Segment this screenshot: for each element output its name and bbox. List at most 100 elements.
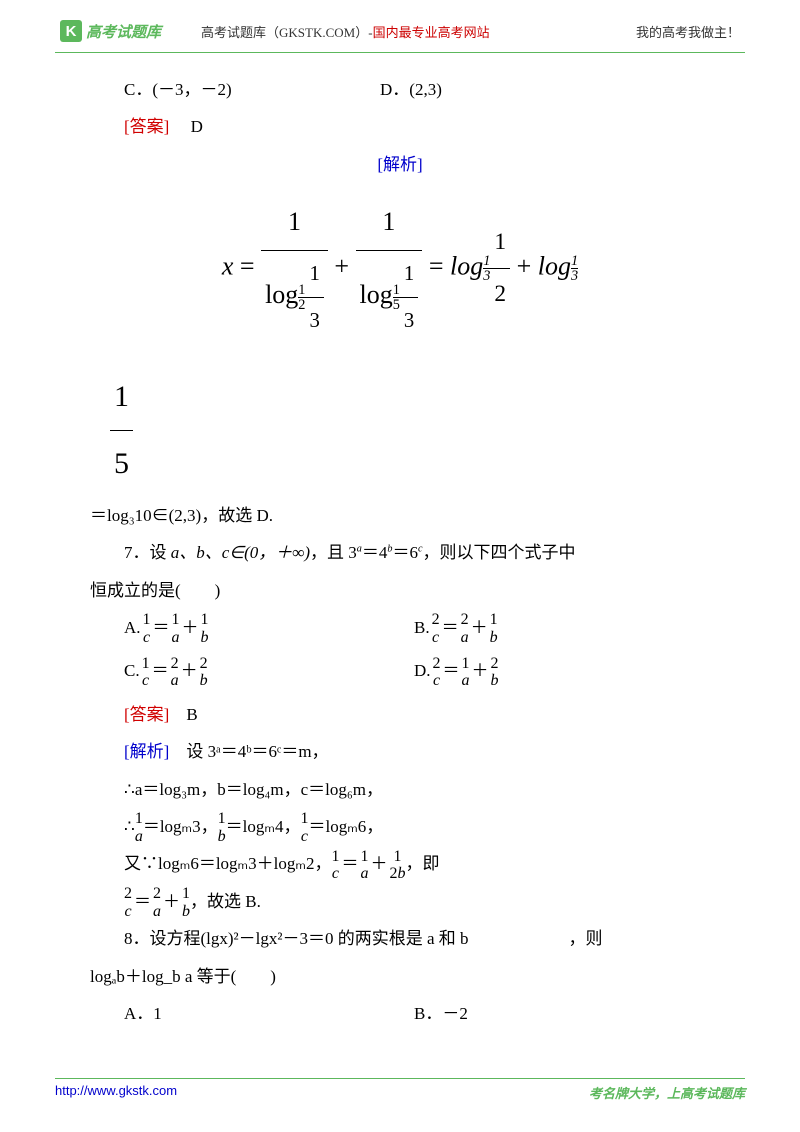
answer-7-value: B [186,705,197,724]
option-c: C．(－3，－2) [90,71,380,108]
b-n2: 2 [461,611,469,629]
r-f2n: 1 [218,810,226,828]
header-center-red: 国内最专业高考网站 [373,25,490,40]
header-right: 我的高考我做主！ [636,22,740,41]
q8-line2: logₐb＋log_b a 等于( ) [90,958,710,995]
a-n3: 1 [201,611,209,629]
q8-choice-b: B．－2 [414,995,468,1032]
analysis-label: [解析] [377,155,422,174]
line-logm6: 又∵logₘ6＝logₘ3＋logₘ2， 1c＝1a＋12b，即 [124,845,710,882]
a-d1: c [143,629,151,647]
option-d: D．(2,3) [380,71,442,108]
b-n3: 1 [490,611,498,629]
header-center: 高考试题库（GKSTK.COM）-国内最专业高考网站 [201,22,490,41]
d-n2: 1 [462,655,470,673]
line-final7: 2c＝2a＋1b，故选 B. [124,883,710,920]
options-c-d: C．(－3，－2) D．(2,3) [90,71,710,108]
recip-prefix: ∴ [124,808,135,845]
a-n1: 1 [143,611,151,629]
q7-math: a、b、c∈(0，＋∞) [171,543,310,562]
footer-slogan: 考名牌大学，上高考试题库 [589,1083,745,1102]
footer: http://www.gkstk.com 考名牌大学，上高考试题库 [55,1078,745,1102]
choice-c: C. 1c＝2a＋2b [124,652,414,689]
q8-choice-a: A．1 [124,995,414,1032]
l6-f1n: 1 [331,848,339,866]
choice-b: B. 2c＝2a＋1b [414,609,704,646]
f7-f3n: 1 [182,885,190,903]
b-d3: b [490,629,498,647]
answer-label: [答案] [124,117,169,136]
f7-f3d: b [182,903,190,921]
line-abc: ∴a＝log₃m，b＝log₄m，c＝log₆m， [90,771,710,808]
q7-line2: 恒成立的是( ) [90,572,710,609]
c-n1: 1 [142,655,150,673]
q7-e: ，则以下四个式子中 [423,543,576,562]
f7-f2n: 2 [153,885,161,903]
q7-choices-row1: A. 1c＝1a＋1b B. 2c＝2a＋1b [124,609,710,652]
l6-f2d: a [360,865,368,883]
c-n3: 2 [200,655,208,673]
l6-f3d: 2b [389,865,405,883]
q8-l1-end: ，则 [569,929,603,948]
r-f1d: a [135,828,143,846]
f7-f1n: 2 [124,885,132,903]
d-n3: 2 [491,655,499,673]
a-d3: b [201,629,209,647]
q8-choices: A．1 B．－2 [124,995,710,1032]
q7-stem: 7．设 a、b、c∈(0，＋∞)，且 3a＝4b＝6c，则以下四个式子中 [90,534,710,571]
one-fifth: 15 [110,364,710,497]
r-f1n: 1 [135,810,143,828]
d-n1: 2 [433,655,441,673]
b-n1: 2 [432,611,440,629]
q7-choices-row2: C. 1c＝2a＋2b D. 2c＝1a＋2b [124,652,710,695]
r-e3: ＝logₘ6， [308,808,383,845]
a-d2: a [172,629,180,647]
choice-b-label: B. [414,609,430,646]
d-d2: a [462,672,470,690]
l6-f1d: c [331,865,339,883]
l6-f3n: 1 [389,848,405,866]
page-header: K 高考试题库 高考试题库（GKSTK.COM）-国内最专业高考网站 我的高考我… [0,0,800,50]
c-d3: b [200,672,208,690]
r-e1: ＝logₘ3， [143,808,218,845]
log3-10-line: ＝log₃10∈(2,3)，故选 D. [90,497,710,534]
footer-divider [55,1078,745,1079]
lm6-suffix: ，即 [405,845,439,882]
formula-x: x = 1 log1213 + 1 log1513 = log1312 + lo… [90,193,710,344]
c-d2: a [171,672,179,690]
content: C．(－3，－2) D．(2,3) [答案] D [解析] x = 1 log1… [0,53,800,1032]
frac15-num: 1 [110,364,133,430]
answer-value [174,117,191,136]
lm6-prefix: 又∵logₘ6＝logₘ3＋logₘ2， [124,845,331,882]
choice-a: A. 1c＝1a＋1b [124,609,414,646]
choice-d-label: D. [414,652,431,689]
choice-d: D. 2c＝1a＋2b [414,652,704,689]
answer-7-label: [答案] [124,705,169,724]
logo: K 高考试题库 [60,20,161,42]
q8-line1: 8．设方程(lgx)²－lgx²－3＝0 的两实根是 a 和 b ，则 [90,920,710,957]
q7-d: ＝6 [392,543,418,562]
answer-6-value: D [191,117,203,136]
f7-f2d: a [153,903,161,921]
q8-l1-text: 8．设方程(lgx)²－lgx²－3＝0 的两实根是 a 和 b [124,929,469,948]
footer-url[interactable]: http://www.gkstk.com [55,1083,177,1102]
d-d1: c [433,672,441,690]
r-f3n: 1 [300,810,308,828]
f7-suffix: ，故选 B. [190,883,261,920]
c-d1: c [142,672,150,690]
q7-b: ，且 3 [310,543,357,562]
choice-c-label: C. [124,652,140,689]
frac15-den: 5 [110,430,133,497]
r-f2d: b [218,828,226,846]
l6-f2n: 1 [360,848,368,866]
q7-a: 7．设 [124,543,171,562]
q7-c: ＝4 [362,543,388,562]
r-e2: ＝logₘ4， [226,808,301,845]
analysis-7-label: [解析] [124,742,169,761]
c-n2: 2 [171,655,179,673]
answer-7: [答案] B [90,696,710,733]
header-center-black: 高考试题库（GKSTK.COM）- [201,25,373,40]
b-d2: a [461,629,469,647]
answer-6: [答案] D [90,108,710,145]
analysis-label-6: [解析] [90,146,710,183]
